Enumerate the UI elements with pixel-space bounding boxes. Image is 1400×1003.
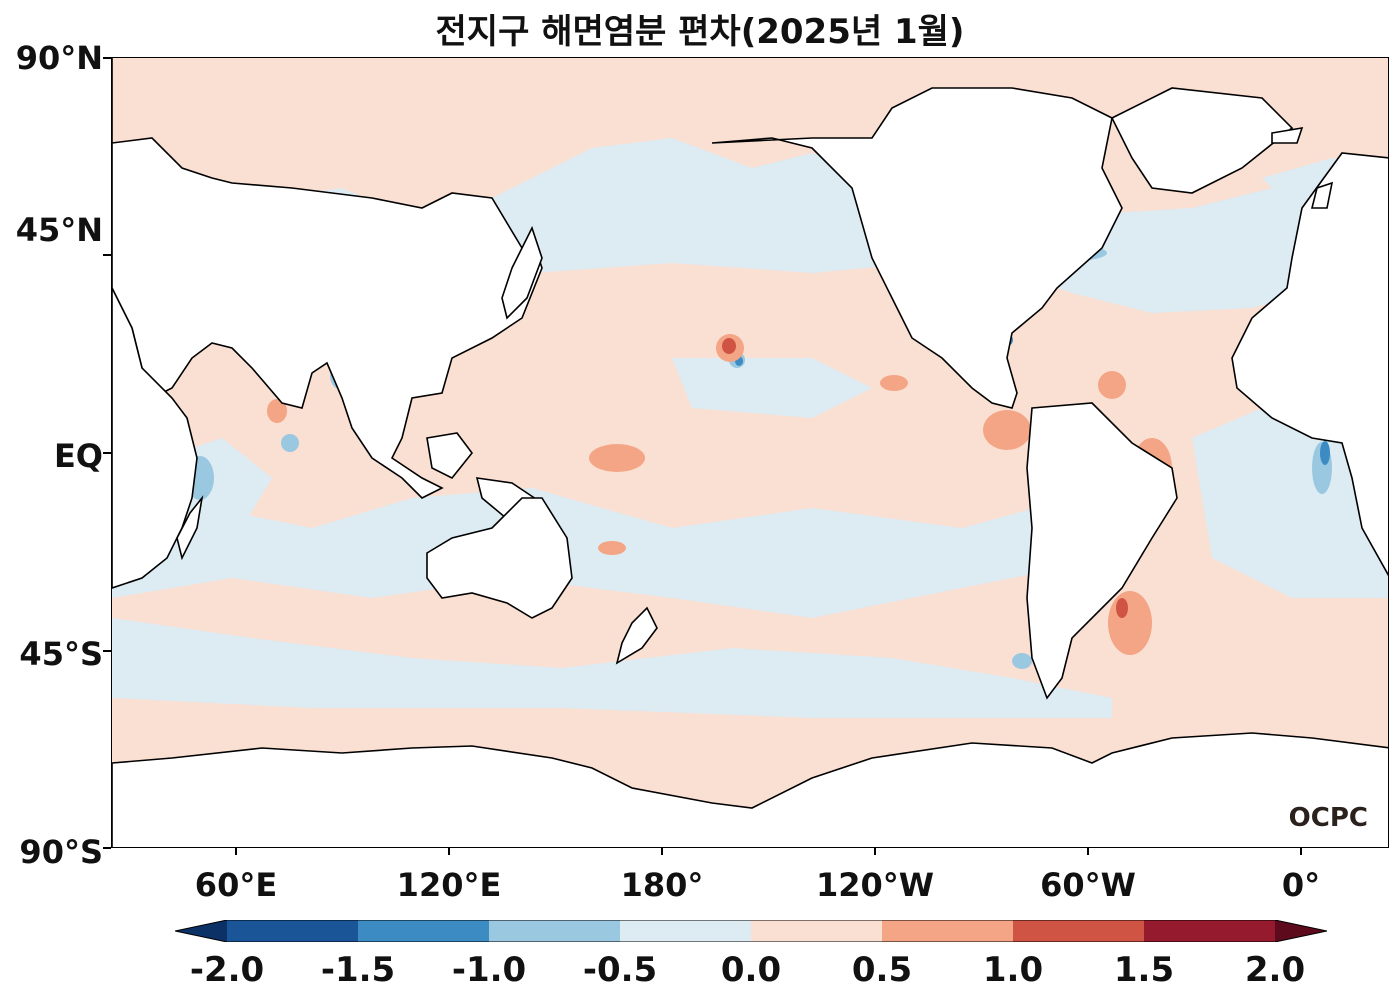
- lon-label-0: 0°: [1281, 866, 1321, 904]
- lat-tick-mark: [103, 452, 111, 454]
- colorbar-svg: [175, 920, 1327, 942]
- lat-tick-mark: [103, 847, 111, 849]
- lat-label-90n: 90°N: [15, 39, 103, 77]
- lon-tick-mark: [1300, 848, 1302, 855]
- land-masses: [112, 58, 1388, 847]
- lon-tick-mark: [661, 848, 663, 855]
- colorbar-bin: [1013, 920, 1145, 942]
- lon-tick-mark: [874, 848, 876, 855]
- colorbar-tick-label: 0.0: [720, 950, 782, 990]
- lat-tick-mark: [103, 57, 111, 59]
- colorbar-bin: [882, 920, 1014, 942]
- map-canvas: [112, 58, 1388, 847]
- lon-label-120w: 120°W: [815, 866, 935, 904]
- lon-label-120e: 120°E: [396, 866, 502, 904]
- colorbar-tick-label: 2.0: [1244, 950, 1306, 990]
- ocpc-logo: OCPC: [1288, 803, 1368, 833]
- colorbar-bin: [358, 920, 490, 942]
- colorbar-bin: [751, 920, 883, 942]
- colorbar-tick-label: 0.5: [851, 950, 913, 990]
- lon-label-60e: 60°E: [194, 866, 278, 904]
- lon-tick-mark: [1087, 848, 1089, 855]
- lat-label-45n: 45°N: [15, 211, 103, 249]
- lat-label-eq: EQ: [53, 437, 103, 475]
- lon-tick-mark: [448, 848, 450, 855]
- lon-label-180: 180°: [620, 866, 704, 904]
- colorbar-extend-low: [175, 920, 227, 942]
- colorbar-bin: [489, 920, 621, 942]
- colorbar-bin: [227, 920, 359, 942]
- colorbar-tick-label: 1.5: [1113, 950, 1175, 990]
- colorbar: [175, 920, 1327, 942]
- colorbar-extend-high: [1275, 920, 1327, 942]
- colorbar-bin: [1144, 920, 1276, 942]
- colorbar-tick-label: -1.0: [451, 950, 527, 990]
- lat-label-90s: 90°S: [19, 833, 103, 871]
- map-title: 전지구 해면염분 편차(2025년 1월): [435, 12, 965, 52]
- colorbar-tick-label: 1.0: [982, 950, 1044, 990]
- colorbar-tick-label: -1.5: [320, 950, 396, 990]
- lat-label-45s: 45°S: [19, 635, 103, 673]
- colorbar-tick-label: -0.5: [582, 950, 658, 990]
- salinity-anomaly-map: OCPC: [111, 57, 1389, 848]
- lat-tick-mark: [103, 650, 111, 652]
- lat-tick-mark: [103, 254, 111, 256]
- colorbar-tick-label: -2.0: [189, 950, 265, 990]
- lon-label-60w: 60°W: [1040, 866, 1136, 904]
- lon-tick-mark: [235, 848, 237, 855]
- colorbar-bin: [620, 920, 752, 942]
